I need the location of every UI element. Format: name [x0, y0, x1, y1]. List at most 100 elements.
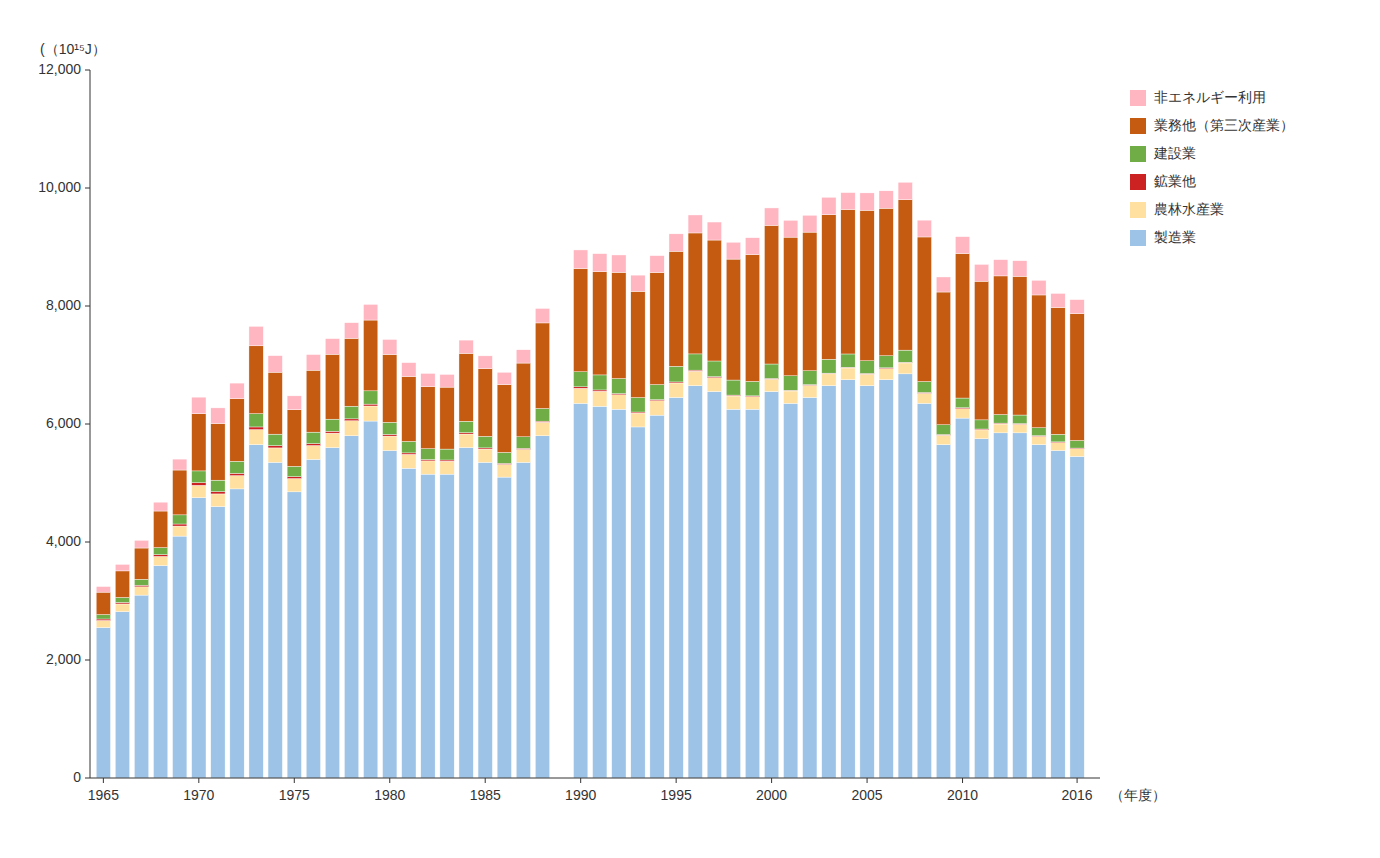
bar-segment [822, 374, 836, 386]
bar-segment [344, 323, 358, 339]
bar-segment [726, 259, 740, 380]
y-axis-label: (（10¹⁵J） [40, 41, 106, 57]
bar-segment [249, 326, 263, 345]
bar-segment [383, 422, 397, 434]
x-tick-label: 1975 [279, 787, 310, 803]
bar-segment [134, 595, 148, 778]
bar-segment [764, 392, 778, 778]
bar-segment [631, 413, 645, 427]
bar-segment [383, 339, 397, 354]
legend-label: 農林水産業 [1154, 201, 1224, 217]
bar-segment [879, 356, 893, 368]
bar-segment [173, 536, 187, 778]
bar-segment [516, 449, 530, 462]
bar-segment [516, 350, 530, 363]
bar-segment [764, 364, 778, 378]
bar-segment [211, 408, 225, 424]
bar-segment [764, 208, 778, 225]
bar-segment [841, 354, 855, 367]
bar-segment [822, 386, 836, 778]
bar-segment [784, 391, 798, 403]
background [0, 0, 1380, 858]
bar-segment [764, 225, 778, 364]
bar-segment [917, 237, 931, 382]
bar-segment [153, 511, 167, 548]
series [96, 374, 1084, 778]
bar-segment [574, 250, 588, 269]
bar-segment [764, 379, 778, 391]
bar-segment [593, 406, 607, 778]
bar-segment [383, 354, 397, 422]
bar-segment [650, 415, 664, 778]
bar-segment [574, 372, 588, 387]
bar-segment [688, 386, 702, 778]
bar-segment [249, 346, 263, 414]
bar-segment [1051, 443, 1065, 451]
bar-segment [230, 383, 244, 399]
bar-segment [421, 387, 435, 449]
bar-segment [994, 415, 1008, 424]
bar-segment [707, 378, 721, 392]
bar-segment [707, 361, 721, 377]
bar-segment [1032, 280, 1046, 295]
bar-segment [707, 392, 721, 778]
bar-segment [612, 409, 626, 778]
x-tick [294, 778, 295, 783]
bar-segment [669, 383, 683, 397]
bar-segment [287, 479, 301, 492]
bar-segment [784, 376, 798, 390]
bar-segment [115, 602, 129, 603]
bar-segment [974, 264, 988, 281]
x-tick [198, 778, 199, 783]
bar-segment [784, 403, 798, 778]
bar-segment [153, 548, 167, 555]
bar-segment [115, 564, 129, 570]
bar-segment [860, 361, 874, 374]
bar-segment [192, 485, 206, 497]
bar-segment [516, 462, 530, 778]
bar-segment [669, 251, 683, 366]
bar-segment [955, 398, 969, 408]
bar-segment [440, 387, 454, 449]
bar-segment [192, 414, 206, 471]
bar-segment [192, 397, 206, 414]
x-tick-label: 1970 [183, 787, 214, 803]
bar-segment [841, 209, 855, 354]
bar-segment [1070, 456, 1084, 778]
bar-segment [115, 571, 129, 598]
bar-segment [688, 354, 702, 370]
bar-segment [459, 448, 473, 778]
axes: 02,0004,0006,0008,00010,00012,0001965197… [38, 61, 1100, 803]
bar-segment [459, 340, 473, 353]
bar-segment [841, 193, 855, 210]
x-tick [771, 778, 772, 783]
bar-segment [936, 425, 950, 435]
bar-segment [1032, 436, 1046, 444]
bar-segment [230, 489, 244, 778]
bar-segment [96, 628, 110, 778]
bar-segment [306, 370, 320, 432]
bar-segment [1013, 415, 1027, 424]
bar-segment [574, 388, 588, 403]
series [96, 350, 1084, 619]
bar-segment [707, 222, 721, 240]
legend: 非エネルギー利用業務他（第三次産業）建設業鉱業他農林水産業製造業 [1130, 89, 1294, 246]
bar-segment [974, 430, 988, 439]
bar-segment [478, 462, 492, 778]
bar-segment [994, 424, 1008, 433]
bar-segment [593, 375, 607, 390]
bar-segment [745, 255, 759, 382]
bar-segment [917, 382, 931, 393]
bar-segment [153, 555, 167, 557]
bar-segment [516, 363, 530, 437]
bar-segment [669, 234, 683, 251]
bar-segment [383, 451, 397, 778]
bar-segment [173, 524, 187, 526]
x-axis-line [90, 778, 1100, 779]
x-tick [962, 778, 963, 783]
bar-segment [612, 379, 626, 394]
bar-segment [173, 459, 187, 470]
bar-segment [402, 454, 416, 468]
y-tick [85, 306, 90, 307]
bar-segment [402, 377, 416, 442]
